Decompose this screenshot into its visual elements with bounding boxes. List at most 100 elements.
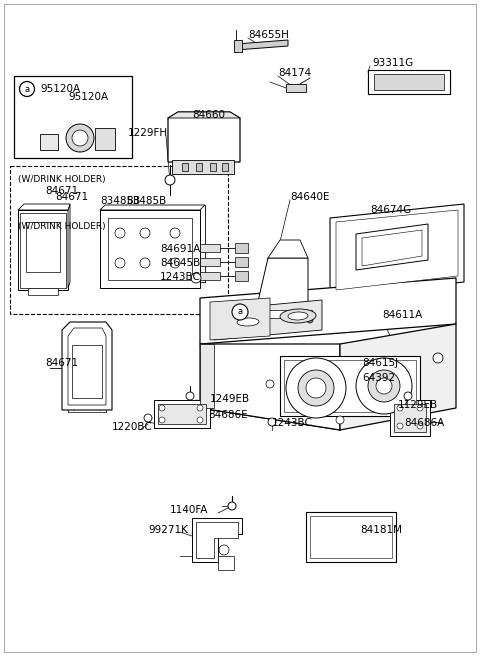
Polygon shape [368, 70, 450, 94]
Polygon shape [236, 40, 288, 50]
Circle shape [306, 378, 326, 398]
Circle shape [228, 502, 236, 510]
Circle shape [255, 317, 261, 323]
Polygon shape [200, 258, 220, 266]
Polygon shape [200, 278, 456, 344]
Circle shape [197, 417, 203, 423]
Polygon shape [336, 210, 458, 290]
Circle shape [144, 414, 152, 422]
Bar [222, 163, 228, 171]
Text: 99271K: 99271K [148, 525, 188, 535]
Polygon shape [284, 360, 416, 412]
Polygon shape [18, 204, 70, 210]
Ellipse shape [288, 312, 308, 320]
Polygon shape [26, 222, 60, 272]
Polygon shape [100, 210, 200, 288]
Circle shape [356, 358, 412, 414]
Ellipse shape [229, 315, 267, 329]
Circle shape [417, 405, 423, 411]
Text: 84655H: 84655H [248, 30, 289, 40]
Text: 93311G: 93311G [372, 58, 413, 68]
Text: 84671: 84671 [45, 358, 78, 368]
Polygon shape [28, 288, 58, 295]
Polygon shape [248, 326, 318, 332]
Circle shape [20, 81, 35, 96]
Polygon shape [218, 556, 234, 570]
Circle shape [307, 317, 313, 323]
Polygon shape [196, 522, 238, 558]
Circle shape [232, 304, 248, 320]
Text: 84174: 84174 [278, 68, 311, 78]
Text: 84691A: 84691A [160, 244, 200, 254]
Text: 84611A: 84611A [382, 310, 422, 320]
Polygon shape [200, 244, 220, 252]
Polygon shape [154, 400, 210, 428]
Polygon shape [108, 218, 192, 280]
Text: 84686E: 84686E [208, 410, 248, 420]
Bar [196, 163, 202, 171]
Polygon shape [394, 404, 426, 432]
Text: 84674G: 84674G [370, 205, 411, 215]
Circle shape [368, 370, 400, 402]
Polygon shape [168, 112, 240, 118]
Circle shape [219, 545, 229, 555]
Text: 1249EB: 1249EB [210, 394, 250, 404]
Polygon shape [200, 272, 220, 280]
Circle shape [286, 358, 346, 418]
Circle shape [191, 273, 201, 283]
Polygon shape [254, 310, 312, 318]
Polygon shape [256, 258, 308, 318]
Text: 84645B: 84645B [160, 258, 200, 268]
Text: 1229FH: 1229FH [128, 128, 168, 138]
Polygon shape [20, 213, 66, 288]
Polygon shape [280, 356, 420, 416]
Polygon shape [235, 243, 248, 253]
Polygon shape [72, 345, 102, 398]
Text: 64392: 64392 [362, 373, 395, 383]
Bar [306, 512, 396, 562]
Text: 1243BC: 1243BC [160, 272, 201, 282]
Polygon shape [234, 40, 242, 52]
Polygon shape [168, 112, 240, 162]
Polygon shape [40, 134, 58, 150]
Polygon shape [330, 204, 464, 296]
Polygon shape [214, 300, 322, 340]
Circle shape [72, 130, 88, 146]
Text: 83485B: 83485B [126, 196, 166, 206]
Polygon shape [390, 400, 430, 436]
Polygon shape [235, 271, 248, 281]
Polygon shape [286, 84, 306, 92]
Circle shape [266, 380, 274, 388]
Circle shape [397, 405, 403, 411]
Text: (W/DRINK HOLDER): (W/DRINK HOLDER) [18, 222, 106, 231]
Circle shape [115, 258, 125, 268]
Polygon shape [192, 518, 242, 562]
Polygon shape [68, 328, 106, 405]
Bar [10, 166, 228, 314]
Text: (W/DRINK HOLDER): (W/DRINK HOLDER) [18, 175, 106, 184]
Circle shape [186, 392, 194, 400]
Polygon shape [158, 404, 206, 424]
Circle shape [433, 353, 443, 363]
Circle shape [170, 258, 180, 268]
Circle shape [115, 228, 125, 238]
Bar [310, 516, 392, 558]
Ellipse shape [280, 309, 316, 323]
Bar [182, 163, 188, 171]
Circle shape [159, 417, 165, 423]
Text: 1129EB: 1129EB [398, 400, 438, 410]
Circle shape [197, 405, 203, 411]
Circle shape [140, 258, 150, 268]
Polygon shape [18, 210, 68, 290]
Polygon shape [268, 240, 308, 258]
Polygon shape [374, 74, 444, 90]
Polygon shape [235, 257, 248, 267]
Circle shape [376, 378, 392, 394]
Circle shape [397, 423, 403, 429]
Text: 84686A: 84686A [404, 418, 444, 428]
Bar [210, 163, 216, 171]
Bar [14, 76, 132, 158]
Circle shape [298, 370, 334, 406]
Polygon shape [95, 128, 115, 150]
Polygon shape [210, 298, 270, 340]
